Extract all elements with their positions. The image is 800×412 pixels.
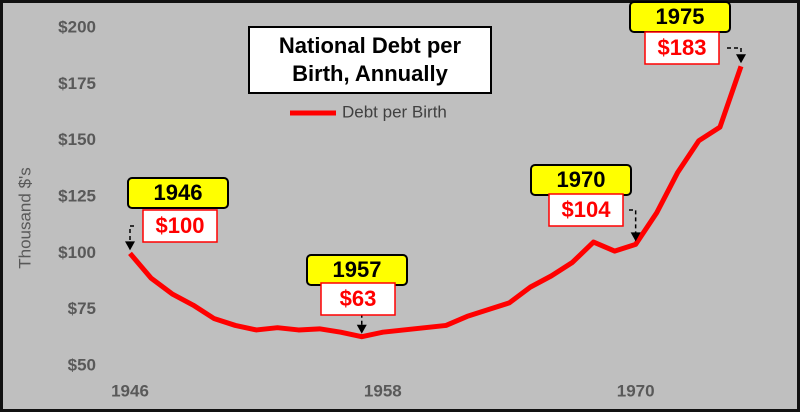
year-label: 1957 — [333, 257, 382, 282]
value-box — [548, 193, 624, 227]
value-label: $100 — [156, 213, 205, 238]
annotation-arrowhead — [356, 324, 367, 334]
value-label: $183 — [658, 35, 707, 60]
annotation-arrow — [129, 225, 134, 246]
value-box — [644, 31, 720, 65]
year-label: 1946 — [154, 180, 203, 205]
y-tick-label: $175 — [58, 74, 96, 93]
annotation-arrowhead — [736, 54, 746, 64]
value-label: $63 — [340, 286, 377, 311]
y-axis-label: Thousand $'s — [15, 167, 34, 269]
annotation-arrow — [629, 209, 637, 237]
data-line — [128, 65, 744, 340]
y-tick-label: $75 — [68, 299, 96, 318]
chart-title: National Debt per Birth, Annually — [248, 26, 492, 94]
x-tick-label: 1958 — [364, 381, 402, 400]
x-tick-label: 1970 — [617, 381, 655, 400]
value-box — [142, 209, 218, 243]
y-tick-label: $200 — [58, 17, 96, 36]
value-label: $104 — [562, 197, 612, 222]
y-tick-label: $125 — [58, 186, 96, 205]
year-label: 1970 — [557, 167, 606, 192]
value-box — [320, 282, 396, 316]
y-tick-label: $150 — [58, 130, 96, 149]
year-label: 1975 — [656, 4, 705, 29]
annotation-arrowhead — [125, 241, 135, 251]
year-box — [127, 177, 229, 209]
legend-label: Debt per Birth — [342, 102, 447, 121]
x-tick-label: 1946 — [111, 381, 149, 400]
annotation-arrowhead — [630, 232, 641, 242]
annotation-arrow — [727, 47, 742, 59]
y-tick-label: $50 — [68, 355, 96, 374]
y-tick-label: $100 — [58, 243, 96, 262]
